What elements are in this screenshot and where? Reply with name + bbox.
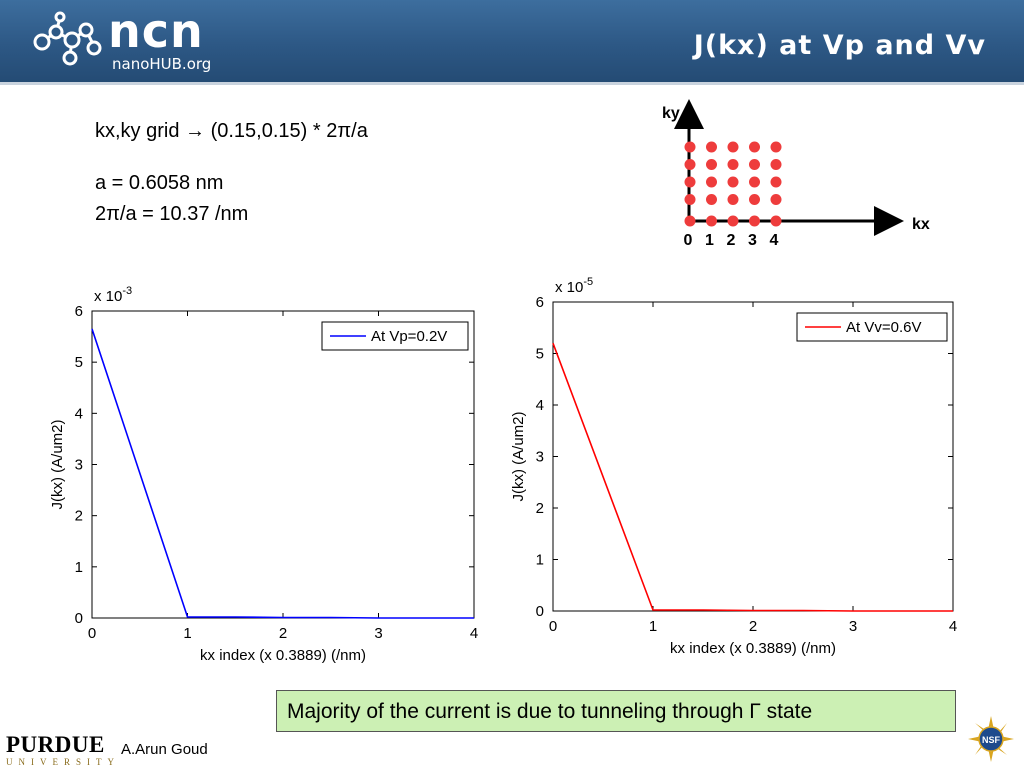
header-divider: [0, 82, 1024, 85]
k-point-dot: [706, 194, 717, 205]
kx-label: kx: [912, 216, 930, 233]
x-tick-label: 2: [749, 618, 757, 635]
svg-text:NSF: NSF: [982, 735, 1001, 745]
x-tick-label: 3: [374, 625, 382, 642]
grid-spacing-text: kx,ky grid → (0.15,0.15) * 2π/a: [95, 120, 368, 143]
lattice-constant-text: a = 0.6058 nm: [95, 172, 224, 194]
y-multiplier-label: x 10-5: [555, 276, 593, 296]
k-point-dot: [727, 215, 739, 227]
y-axis-label: J(kx) (A/um2): [510, 411, 527, 501]
k-point-dot: [770, 215, 782, 227]
k-point-dot: [749, 215, 760, 227]
k-point-dot: [749, 176, 760, 188]
purdue-logo-subtext: UNIVERSITY: [6, 757, 120, 767]
legend-entry: At Vp=0.2V: [371, 328, 447, 345]
y-tick-label: 3: [536, 449, 544, 466]
series-line: [552, 342, 953, 612]
x-tick-label: 4: [949, 618, 957, 635]
chart-vp: 0 1 2 3 4 0 1 2 3 4 5 6 x 10-3 kx index (x 0.3889) (/…: [49, 285, 478, 664]
logo-subtext: nanoHUB.org: [112, 55, 212, 73]
k-point-dot: [706, 176, 717, 188]
k-point-dot: [684, 176, 696, 188]
molecule-logo-icon: [33, 11, 102, 66]
purdue-logo-text: PURDUE: [6, 732, 105, 757]
y-tick-label: 3: [75, 457, 83, 474]
logo-text: ncn: [108, 4, 204, 58]
k-point-dot: [727, 159, 739, 170]
y-tick-label: 0: [75, 610, 83, 627]
k-point-dot: [706, 159, 717, 170]
x-tick-label: 4: [470, 625, 478, 642]
legend-entry: At Vv=0.6V: [846, 319, 921, 336]
k-point-dot: [706, 141, 717, 153]
y-tick-label: 1: [536, 552, 544, 569]
chart-vv: 0 1 2 3 4 0 1 2 3 4 5 6 x 10-5 kx index (x 0.3889) (/…: [510, 276, 957, 657]
y-tick-label: 1: [75, 559, 83, 576]
arrow-icon: →: [185, 120, 206, 142]
y-tick-label: 5: [75, 354, 83, 371]
k-point-dot: [770, 159, 782, 170]
k-grid-tick-label: 0: [684, 232, 693, 249]
x-tick-label: 0: [549, 618, 557, 635]
series-line: [91, 328, 474, 619]
k-point-dot: [770, 176, 782, 188]
plot-area: [552, 301, 954, 612]
k-grid-tick-label: 3: [748, 232, 757, 249]
y-tick-label: 0: [536, 603, 544, 620]
conclusion-callout: Majority of the current is due to tunnel…: [276, 690, 956, 732]
y-multiplier-label: x 10-3: [94, 285, 132, 305]
k-point-dot: [727, 176, 739, 188]
x-tick-label: 2: [279, 625, 287, 642]
k-grid-tick-label: 1: [705, 232, 714, 249]
k-point-dot: [770, 141, 782, 153]
header-banner: ncn nanoHUB.org J(kx) at Vp and Vv: [0, 0, 1024, 82]
x-tick-label: 1: [183, 625, 191, 642]
x-axis-label: kx index (x 0.3889) (/nm): [200, 647, 366, 664]
k-grid-tick-label: 2: [727, 232, 736, 249]
slide-title: J(kx) at Vp and Vv: [693, 30, 986, 61]
k-point-dot: [684, 194, 696, 205]
x-tick-label: 1: [649, 618, 657, 635]
y-tick-label: 5: [536, 346, 544, 363]
k-point-dot: [727, 141, 739, 153]
grid-prefix: kx,ky grid: [95, 120, 186, 142]
y-tick-label: 2: [75, 508, 83, 525]
plot-area: [91, 310, 475, 619]
k-point-dot: [684, 215, 696, 227]
k-point-dot: [684, 141, 696, 153]
k-point-dot: [684, 159, 696, 170]
y-tick-label: 4: [536, 397, 544, 414]
two-pi-over-a-text: 2π/a = 10.37 /nm: [95, 203, 249, 225]
grid-suffix: (0.15,0.15) * 2π/a: [205, 120, 368, 142]
y-tick-label: 2: [536, 500, 544, 517]
x-tick-label: 0: [88, 625, 96, 642]
x-tick-label: 3: [849, 618, 857, 635]
k-point-dot: [749, 141, 760, 153]
author-name: A.Arun Goud: [121, 741, 208, 758]
y-axis-label: J(kx) (A/um2): [49, 419, 66, 509]
k-grid-tick-label: 4: [770, 232, 779, 249]
k-point-dot: [749, 194, 760, 205]
k-point-dot: [706, 215, 717, 227]
nsf-logo-icon: NSF: [968, 716, 1014, 762]
y-tick-label: 6: [75, 303, 83, 320]
k-point-dot: [770, 194, 782, 205]
y-tick-label: 4: [75, 405, 83, 422]
k-point-dot: [727, 194, 739, 205]
ky-label: ky: [662, 105, 680, 122]
k-point-dot: [749, 159, 760, 170]
x-axis-label: kx index (x 0.3889) (/nm): [670, 640, 836, 657]
y-tick-label: 6: [536, 294, 544, 311]
